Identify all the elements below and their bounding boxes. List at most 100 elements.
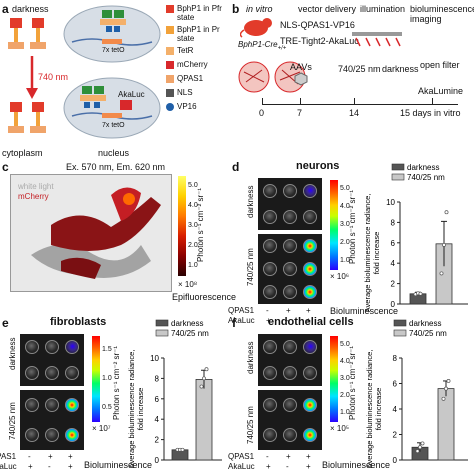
- panel-f-row-740: 740/25 nm: [246, 406, 255, 444]
- panel-d-row-darkness: darkness: [246, 185, 255, 218]
- vector-delivery-label: vector delivery: [298, 4, 357, 14]
- point-1-2: [446, 379, 451, 383]
- y-tick-label-5: 10: [386, 198, 395, 207]
- legend-swatch-0: [391, 163, 405, 171]
- panel-f-cond-1-0: +: [266, 462, 271, 471]
- epifluorescence-scale-label: Photon s⁻¹ cm⁻² sr⁻¹: [196, 187, 205, 262]
- legend-swatch-5: [166, 89, 174, 97]
- legend-item-5: NLS: [166, 88, 228, 97]
- panel-f-cond-1-2: +: [306, 462, 311, 471]
- teto-label-top: 7x tetO: [102, 47, 125, 54]
- panel-f-dark-well-r1-c0: [263, 366, 277, 380]
- timeline-label-15: 15 days in vitro: [400, 108, 461, 118]
- y-tick-label-1: 2: [393, 431, 398, 440]
- panel-d-cond-1-0: +: [266, 316, 271, 325]
- panel-d-tick-4: 1.0: [340, 257, 350, 264]
- panel-f-light-well-r0-c0: [263, 398, 277, 412]
- panel-f-cond-1-1: -: [286, 462, 289, 471]
- legend-item-2: TetR: [166, 46, 228, 55]
- y-tick-label-2: 4: [155, 415, 160, 424]
- panel-e-dark-well-r1-c1: [45, 366, 59, 380]
- panel-f-cond-0-0: -: [266, 452, 269, 461]
- panel-e-dark-well-r0-c2: [65, 340, 79, 354]
- panel-letter-c: c: [2, 160, 9, 174]
- y-tick-label-0: 0: [391, 300, 396, 309]
- y-axis-label: Average bioluminescence radiance,fold in…: [128, 350, 145, 468]
- point-0-2: [418, 291, 423, 296]
- panel-f-light-well-r0-c1: [283, 398, 297, 412]
- legend-swatch-1: [155, 329, 169, 337]
- y-tick-label-0: 0: [393, 456, 398, 465]
- panel-letter-d: d: [232, 160, 240, 174]
- panel-e-mult: × 10⁷: [92, 424, 111, 433]
- panel-e-chart: 0 2 4 6 8 10 Average bioluminescence radiance,…: [128, 319, 222, 468]
- panel-e-tick-1: 1.0: [102, 375, 112, 382]
- filter-label: Ex. 570 nm, Em. 620 nm: [66, 162, 166, 172]
- panel-e-cond-0-0: -: [28, 452, 31, 461]
- illumination-740-label: 740/25 nm: [338, 64, 381, 74]
- point-1-1: [442, 242, 446, 247]
- legend-label-1: 740/25 nm: [409, 329, 447, 338]
- point-1-1: [202, 376, 206, 381]
- legend-item-4: QPAS1: [166, 74, 228, 83]
- panel-d-plate-light: [258, 234, 322, 304]
- y-tick-label-4: 8: [155, 374, 160, 383]
- y-tick-label-4: 8: [393, 354, 398, 363]
- mouse-icon: [240, 18, 272, 38]
- construct-2-label: TRE-Tight2-AkaLuc: [280, 36, 359, 46]
- legend-swatch-0: [166, 5, 174, 13]
- panel-d-cond-0-0: -: [266, 306, 269, 315]
- y-tick-label-0: 0: [155, 456, 160, 465]
- panel-d-colorbar: [330, 180, 338, 270]
- panel-e-light-well-r1-c0: [25, 428, 39, 442]
- panel-d-light-well-r2-c0: [263, 285, 277, 300]
- panel-e-row-740: 740/25 nm: [8, 402, 17, 440]
- panel-d-light-well-r0-c2: [303, 238, 317, 253]
- timeline-tick-15: [432, 98, 433, 105]
- darkness-condition-label: darkness: [382, 64, 419, 74]
- panel-e-dark-well-r0-c0: [25, 340, 39, 354]
- panel-d-tick-2: 3.0: [340, 221, 350, 228]
- epifluorescence-tick-2: 3.0: [188, 222, 198, 229]
- legend-label-3: mCherry: [177, 60, 208, 69]
- panel-d-cond-0-2: +: [306, 306, 311, 315]
- in-vitro-label: in vitro: [246, 4, 273, 14]
- panel-f-dark-well-r0-c2: [303, 340, 317, 354]
- panel-f-caption: Bioluminescence: [322, 460, 391, 470]
- panel-e-dark-well-r0-c1: [45, 340, 59, 354]
- panel-e-cond-1-0: +: [28, 462, 33, 471]
- nucleus-diagram: [63, 5, 161, 139]
- bphp1-dimer-light-icon: [8, 102, 46, 133]
- point-0-1: [418, 445, 422, 450]
- epifluorescence-tick-3: 2.0: [188, 242, 198, 249]
- panel-d-tick-0: 5.0: [340, 185, 350, 192]
- cytoplasm-label: cytoplasm: [2, 148, 43, 158]
- point-0-2: [180, 447, 185, 452]
- point-0-2: [420, 441, 425, 446]
- timeline-axis: [262, 104, 458, 105]
- panel-f-light-well-r1-c0: [263, 428, 277, 442]
- point-1-0: [199, 384, 204, 389]
- panel-f-cond-0-2: +: [306, 452, 311, 461]
- panel-e-light-well-r0-c0: [25, 398, 39, 412]
- panel-d-plate-dark: [258, 178, 322, 230]
- panel-e-row-darkness: darkness: [8, 337, 17, 370]
- timeline-label-14: 14: [349, 108, 360, 118]
- panel-letter-a: a: [2, 2, 9, 16]
- panel-e-cond-label-0: QPAS1: [0, 452, 17, 461]
- panel-e-tick-2: 0.5: [102, 403, 112, 411]
- panel-d-row-740: 740/25 nm: [246, 248, 255, 286]
- y-tick-label-3: 6: [391, 239, 396, 248]
- legend-label-4: QPAS1: [177, 74, 204, 83]
- panel-e-cond-1-2: +: [68, 462, 73, 471]
- white-light-label: white light: [18, 182, 54, 191]
- panel-e-light-well-r1-c2: [65, 428, 79, 442]
- panel-e-light-well-r0-c2: [65, 398, 79, 412]
- panel-f-plate-light: [258, 390, 322, 450]
- epifluorescence-caption: Epifluorescence: [172, 292, 237, 302]
- legend-label-0: BphP1 in Pfr state: [177, 4, 222, 22]
- point-0-0: [415, 449, 420, 454]
- panel-e-dark-well-r1-c2: [65, 366, 79, 380]
- panel-e-cond-1-1: -: [48, 462, 51, 471]
- panel-d-dark-well-r0-c1: [283, 184, 297, 198]
